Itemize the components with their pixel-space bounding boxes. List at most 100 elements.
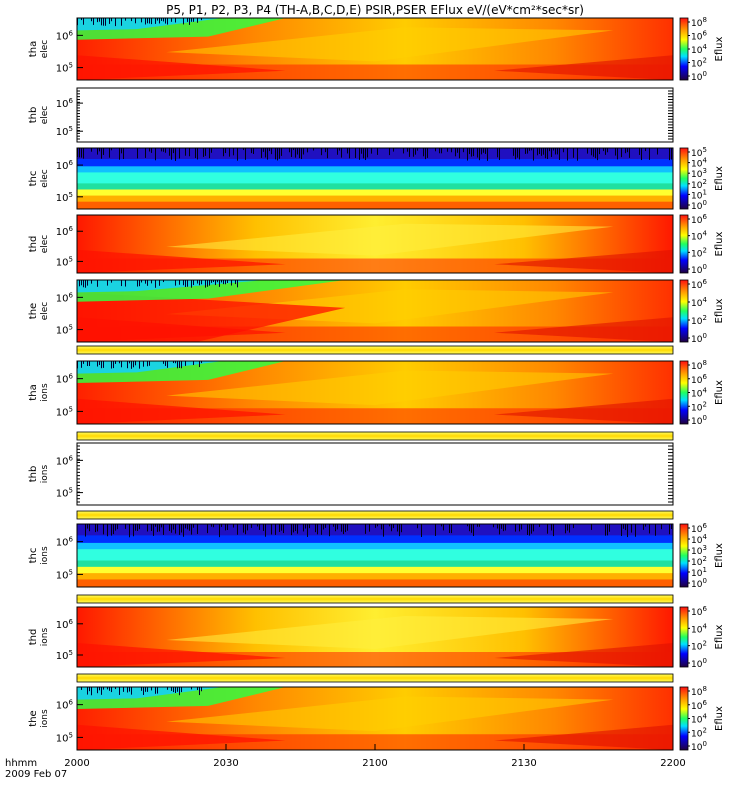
svg-text:102: 102 — [691, 640, 707, 653]
panel-thb-elec: thbelec 106 105 — [28, 87, 674, 143]
svg-text:105: 105 — [56, 568, 73, 581]
svg-text:106: 106 — [56, 225, 74, 238]
thd-ions-frame — [76, 606, 674, 668]
x-tick-label-0: 2000 — [64, 758, 89, 769]
thb-ions-ylabel: thbions — [28, 464, 50, 483]
panels-group: thaelec106105108106104102100Efluxthbelec… — [28, 16, 725, 753]
svg-text:100: 100 — [691, 332, 707, 345]
thc-ions-colorbar-label: Eflux — [714, 543, 725, 568]
panel-thb-ions: thbions 106 105 — [28, 442, 674, 506]
x-tick-label-1: 2030 — [213, 758, 238, 769]
tha-elec-ylabel: thaelec — [28, 40, 50, 59]
svg-text:104: 104 — [691, 230, 707, 243]
svg-text:106: 106 — [56, 373, 74, 386]
svg-text:108: 108 — [691, 359, 707, 372]
tha-ions-colorbar-label: Eflux — [714, 380, 725, 405]
thc-elec-spectrogram — [77, 148, 673, 209]
the-ions-spectrogram — [77, 687, 673, 750]
tha-elec-frame — [76, 17, 674, 81]
thc-ions-frame — [76, 523, 674, 588]
the-elec-colorbar: 106 104 102 100 Eflux — [679, 278, 725, 345]
gap-bar-0 — [76, 345, 674, 355]
tha-elec-spectrogram — [77, 18, 673, 80]
thd-ions-ylabel: thdions — [28, 627, 50, 646]
svg-text:100: 100 — [691, 263, 707, 276]
svg-text:106: 106 — [691, 605, 707, 618]
svg-text:100: 100 — [691, 740, 707, 753]
thb-ions-frame — [76, 442, 674, 506]
svg-text:105: 105 — [56, 255, 73, 268]
svg-text:106: 106 — [691, 30, 707, 43]
the-elec-colorbar-label: Eflux — [714, 298, 725, 323]
svg-text:105: 105 — [56, 125, 73, 138]
panel-thd-ions: thdions 106 105 106 104 102 100 Eflux — [28, 605, 725, 670]
gap-bar-3 — [76, 594, 674, 604]
thc-elec-ylabel: thcelec — [28, 169, 50, 188]
figure-title: P5, P1, P2, P3, P4 (TH-A,B,C,D,E) PSIR,P… — [166, 3, 584, 17]
svg-text:105: 105 — [56, 62, 73, 75]
svg-text:104: 104 — [691, 387, 707, 400]
thd-ions-colorbar: 106 104 102 100 Eflux — [679, 605, 725, 670]
thc-elec-frame — [76, 147, 674, 210]
x-tick-label-4: 2200 — [660, 758, 685, 769]
the-ions-ylabel: theions — [28, 709, 50, 728]
svg-text:106: 106 — [56, 159, 74, 172]
svg-text:105: 105 — [56, 191, 73, 204]
svg-text:106: 106 — [56, 699, 74, 712]
svg-text:106: 106 — [691, 213, 707, 226]
the-elec-spectrogram — [77, 280, 673, 342]
x-tick-label-2: 2100 — [362, 758, 387, 769]
tha-elec-colorbar-label: Eflux — [714, 36, 725, 61]
tha-ions-ylabel: thaions — [28, 383, 50, 402]
svg-text:106: 106 — [56, 97, 74, 110]
svg-text:108: 108 — [691, 685, 707, 698]
x-axis: hhmm 2009 Feb 07 2000 2030 2100 2130 2200 — [5, 744, 686, 780]
gap-bar-1 — [76, 431, 674, 441]
svg-text:106: 106 — [691, 699, 707, 712]
svg-text:104: 104 — [691, 296, 707, 309]
the-elec-frame — [76, 279, 674, 343]
svg-text:102: 102 — [691, 57, 707, 70]
svg-text:105: 105 — [56, 649, 73, 662]
thd-elec-colorbar: 106 104 102 100 Eflux — [679, 213, 725, 276]
thc-ions-ylabel: thcions — [28, 546, 50, 565]
svg-text:104: 104 — [691, 43, 707, 56]
thd-elec-colorbar-label: Eflux — [714, 231, 725, 256]
svg-text:102: 102 — [691, 726, 707, 739]
x-tick-label-3: 2130 — [511, 758, 536, 769]
svg-text:105: 105 — [56, 487, 73, 500]
svg-text:102: 102 — [691, 400, 707, 413]
svg-text:105: 105 — [56, 731, 73, 744]
thb-elec-frame — [76, 87, 674, 143]
thd-elec-frame — [76, 214, 674, 274]
tha-ions-frame — [76, 360, 674, 425]
thd-elec-ylabel: thdelec — [28, 235, 50, 254]
svg-text:102: 102 — [691, 246, 707, 259]
svg-text:105: 105 — [56, 324, 73, 337]
svg-text:105: 105 — [56, 405, 73, 418]
gap-bar-4 — [76, 673, 674, 683]
svg-text:100: 100 — [691, 414, 707, 427]
svg-text:106: 106 — [691, 373, 707, 386]
tha-ions-spectrogram — [77, 361, 673, 424]
svg-text:102: 102 — [691, 314, 707, 327]
svg-text:100: 100 — [691, 657, 707, 670]
x-axis-label-hhmm: hhmm — [5, 758, 37, 769]
thc-elec-colorbar-label: Eflux — [714, 166, 725, 191]
svg-text:106: 106 — [56, 536, 74, 549]
svg-text:106: 106 — [56, 618, 74, 631]
the-ions-colorbar-label: Eflux — [714, 706, 725, 731]
svg-text:106: 106 — [691, 278, 707, 291]
svg-text:104: 104 — [691, 713, 707, 726]
thc-ions-spectrogram — [77, 524, 673, 587]
